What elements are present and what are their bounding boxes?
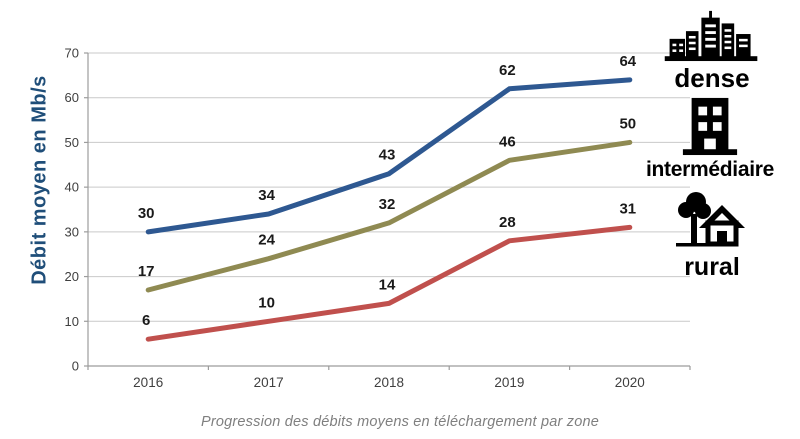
data-label-rural: 28: [499, 214, 516, 231]
data-label-intermédiaire: 46: [499, 133, 516, 150]
y-tick-label: 50: [65, 135, 79, 150]
data-label-rural: 31: [619, 200, 636, 217]
chart-caption: Progression des débits moyens en télécha…: [200, 414, 600, 430]
x-tick-label: 2019: [494, 375, 524, 390]
x-tick-label: 2020: [615, 375, 645, 390]
series-line-intermédiaire: [145, 139, 633, 293]
data-label-dense: 62: [499, 62, 516, 79]
line-chart-plot: 0 10 20 30 40 50 60 70 2016 2017 2018 2019 2020 30 34 4…: [65, 46, 691, 390]
series-line-dense: [145, 77, 633, 235]
x-tick-label: 2018: [374, 375, 404, 390]
data-label-dense: 34: [258, 187, 275, 204]
series-line-rural: [145, 224, 633, 342]
y-tick-label: 10: [65, 314, 79, 329]
y-tick-label: 30: [65, 224, 79, 239]
data-label-intermédiaire: 24: [258, 232, 275, 249]
data-label-dense: 43: [379, 147, 396, 164]
data-label-intermédiaire: 50: [619, 115, 636, 132]
y-tick-label: 60: [65, 90, 79, 105]
data-label-rural: 10: [258, 294, 275, 311]
y-tick-label: 20: [65, 269, 79, 284]
data-label-intermédiaire: 17: [138, 263, 155, 280]
y-tick-label: 70: [65, 46, 79, 61]
data-label-intermédiaire: 32: [379, 196, 396, 213]
x-tick-label: 2016: [133, 375, 163, 390]
y-tick-label: 0: [72, 359, 79, 374]
y-tick-label: 40: [65, 180, 79, 195]
data-label-rural: 14: [379, 276, 396, 293]
data-label-dense: 30: [138, 205, 155, 222]
data-label-rural: 6: [142, 312, 150, 329]
x-tick-label: 2017: [254, 375, 284, 390]
data-label-dense: 64: [619, 53, 636, 70]
